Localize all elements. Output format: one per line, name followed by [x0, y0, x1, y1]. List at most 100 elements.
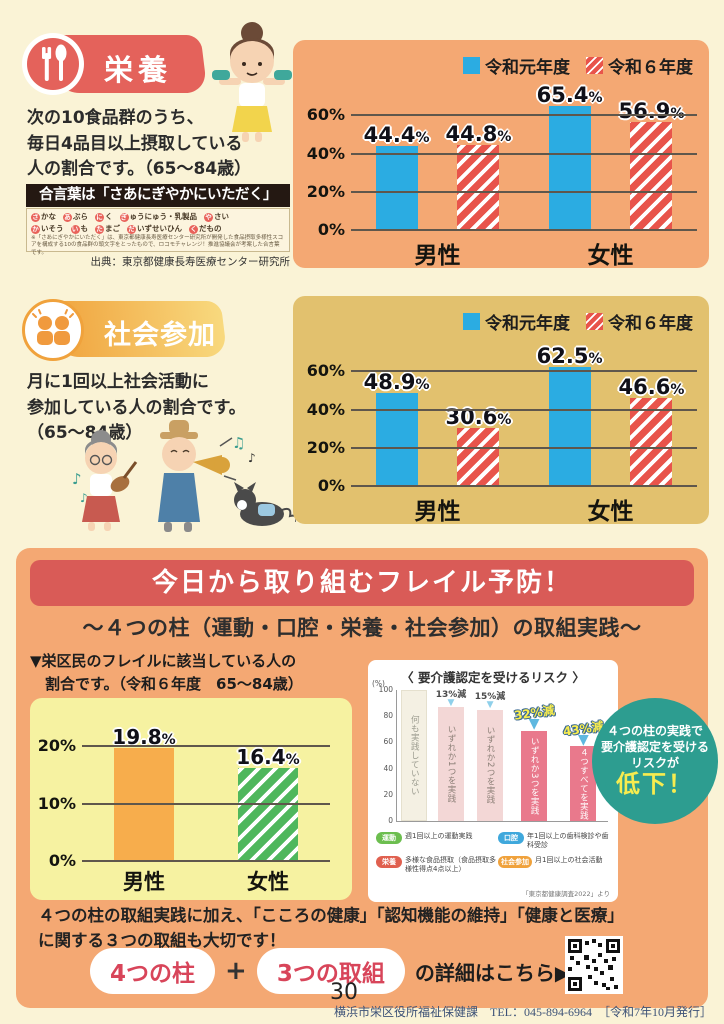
gridline: 0%: [318, 220, 697, 239]
risk-reduction-text: 13%減: [435, 689, 467, 700]
chart-legend: 令和元年度 令和６年度: [463, 53, 693, 78]
bar-group: 65.4% 56.9%: [537, 78, 684, 231]
legend-item: 令和元年度: [463, 53, 570, 78]
food-item: だいずせいひん: [127, 223, 182, 234]
chart-bars: 19.8% 16.4%: [82, 724, 330, 862]
bubble-text: ４つの柱の実践で: [606, 723, 703, 738]
risk-reduction-bubble: ４つの柱の実践で 要介護認定を受ける リスクが 低下！: [592, 698, 718, 824]
details-label: の詳細はこちら▶: [414, 960, 571, 985]
food-item: あぶら: [63, 212, 88, 222]
legend-item: 令和６年度: [586, 309, 693, 334]
bubble-emphasis: 低下！: [616, 770, 694, 799]
chart-plot: 44.4% 44.8% 65.4% 56.9% 0% 20% 40% 60%: [307, 78, 697, 239]
risk-legend-text: 月1回以上の社会活動: [535, 855, 603, 864]
girl-with-bowls-illustration: [212, 22, 292, 142]
bar-column: 30.6%: [446, 334, 511, 487]
gridline: 0%: [49, 851, 330, 870]
legend-swatch: [463, 57, 480, 74]
food-initial-badge: だ: [127, 224, 136, 234]
food-groups-note: ※「さあにぎやかにいただく」は、東京都健康長寿医療センター研究所が開発した食品摂…: [31, 235, 284, 256]
category-label: 男性: [414, 499, 461, 525]
legend-swatch: [586, 57, 603, 74]
food-initial-badge: か: [31, 224, 40, 234]
page-number: 30: [330, 980, 358, 1005]
risk-bar-label: いずれか1つを実践: [445, 725, 456, 803]
svg-text:♪: ♪: [80, 491, 88, 505]
risk-bar-label: いずれか3つを実践: [529, 736, 540, 815]
risk-legend-text: 多様な食品摂取（食品摂取多様性得点4点以上）: [405, 855, 496, 874]
food-groups-row-1: さかなあぶらにくぎゅうにゅう・乳製品やさい: [31, 211, 285, 223]
food-item: やさい: [204, 212, 229, 222]
bar-column: 16.4%: [236, 724, 300, 862]
food-initial-badge: さ: [31, 213, 40, 222]
gridline: 20%: [307, 438, 697, 457]
bar: [630, 122, 673, 231]
nutrition-source: 出典：東京都健康長寿医療センター研究所: [90, 256, 291, 268]
food-item: にく: [95, 212, 113, 222]
y-axis-tick: 40%: [306, 143, 345, 163]
nutrition-chart: 令和元年度 令和６年度 44.4% 44.8% 65.4% 56.9% 0% 20% 40%…: [293, 40, 709, 269]
bar-value-label: 62.5%: [536, 344, 603, 369]
y-axis-tick: 60%: [306, 361, 345, 381]
risk-bar: いずれか3つを実践: [521, 730, 548, 821]
category-label: 女性: [587, 243, 634, 269]
risk-legend-item: 口腔 年1回以上の歯科検診や歯科受診: [498, 832, 610, 851]
nutrition-badge-label: 栄養: [104, 53, 173, 87]
care-risk-legend: 運動 週1回以上の運動実践 口腔 年1回以上の歯科検診や歯科受診 栄養 多様な食品摂取（食…: [376, 832, 612, 875]
svg-text:♪: ♪: [248, 451, 256, 465]
risk-y-axis-tick: 100: [378, 685, 393, 694]
category-label: 男性: [414, 243, 461, 269]
legend-item: 令和元年度: [463, 309, 570, 334]
elderly-musicians-illustration: ♪ ♪ ♫ ♪: [72, 420, 296, 532]
gridline: 60%: [307, 361, 697, 380]
social-badge: 社会参加: [22, 298, 228, 361]
legend-item: 令和６年度: [586, 53, 693, 78]
bubble-text: リスクが: [630, 756, 679, 771]
chart-bars: 48.9% 30.6% 62.5% 46.6%: [351, 334, 697, 487]
bar-group: 48.9% 30.6%: [364, 334, 511, 487]
gridline: 10%: [38, 794, 330, 813]
bar: [457, 145, 500, 231]
food-item: かいそう: [31, 223, 64, 234]
legend-swatch: [586, 313, 603, 330]
gridline: 60%: [307, 105, 697, 124]
risk-bar-group: 15%減 ▼ いずれか2つを実践: [475, 690, 505, 821]
frailty-title-banner: 今日から取り組むフレイル予防！: [30, 560, 694, 606]
nutrition-slogan-banner: 合言葉は「さあにぎやかにいただく」: [26, 184, 290, 207]
risk-legend-tag: 栄養: [376, 855, 402, 868]
food-initial-badge: に: [95, 213, 104, 222]
y-axis-tick: 0%: [48, 851, 76, 870]
category-label: 女性: [587, 499, 634, 525]
bar-group: 62.5% 46.6%: [536, 334, 684, 487]
chart-legend: 令和元年度 令和６年度: [463, 309, 693, 334]
risk-y-axis-tick: 20: [383, 789, 393, 799]
risk-bar: いずれか2つを実践: [477, 709, 504, 821]
social-badge-label: 社会参加: [104, 320, 216, 351]
food-item: さかな: [31, 212, 56, 222]
four-pillars-pill: 4つの柱: [90, 948, 216, 994]
bar-column: 19.8%: [112, 724, 176, 862]
risk-reduction-label: 43%減 ▼: [562, 719, 604, 747]
bar-column: 56.9%: [619, 78, 684, 231]
food-initial-badge: あ: [63, 213, 72, 222]
bar-value-label: 44.8%: [445, 122, 512, 147]
frailty-note: ４つの柱の取組実践に加え、「こころの健康」「認知機能の維持」「健康と医療」 に関…: [38, 906, 624, 950]
qr-code: [565, 936, 623, 994]
bar-value-label: 19.8%: [112, 725, 176, 750]
risk-y-axis-tick: 40: [383, 763, 393, 773]
frailty-rate-chart: 19.8% 16.4% 0% 10% 20% 男性 女性: [30, 698, 352, 900]
y-axis-tick: 20%: [37, 736, 76, 755]
risk-y-axis-tick: 0: [388, 816, 393, 825]
food-item: いも: [70, 223, 88, 234]
bar: [548, 105, 591, 231]
fork-spoon-icon: [22, 33, 84, 95]
risk-y-axis-tick: 80: [383, 711, 393, 721]
three-actions-pill: 3つの取組: [256, 948, 405, 994]
svg-text:♪: ♪: [72, 470, 82, 488]
bar: [375, 146, 418, 231]
svg-text:♫: ♫: [232, 434, 245, 452]
legend-label: 令和６年度: [608, 314, 693, 334]
risk-bar-group: 32%減 ▼ いずれか3つを実践: [513, 690, 555, 821]
legend-label: 令和元年度: [485, 58, 570, 78]
risk-y-axis-tick: 60: [383, 737, 393, 747]
